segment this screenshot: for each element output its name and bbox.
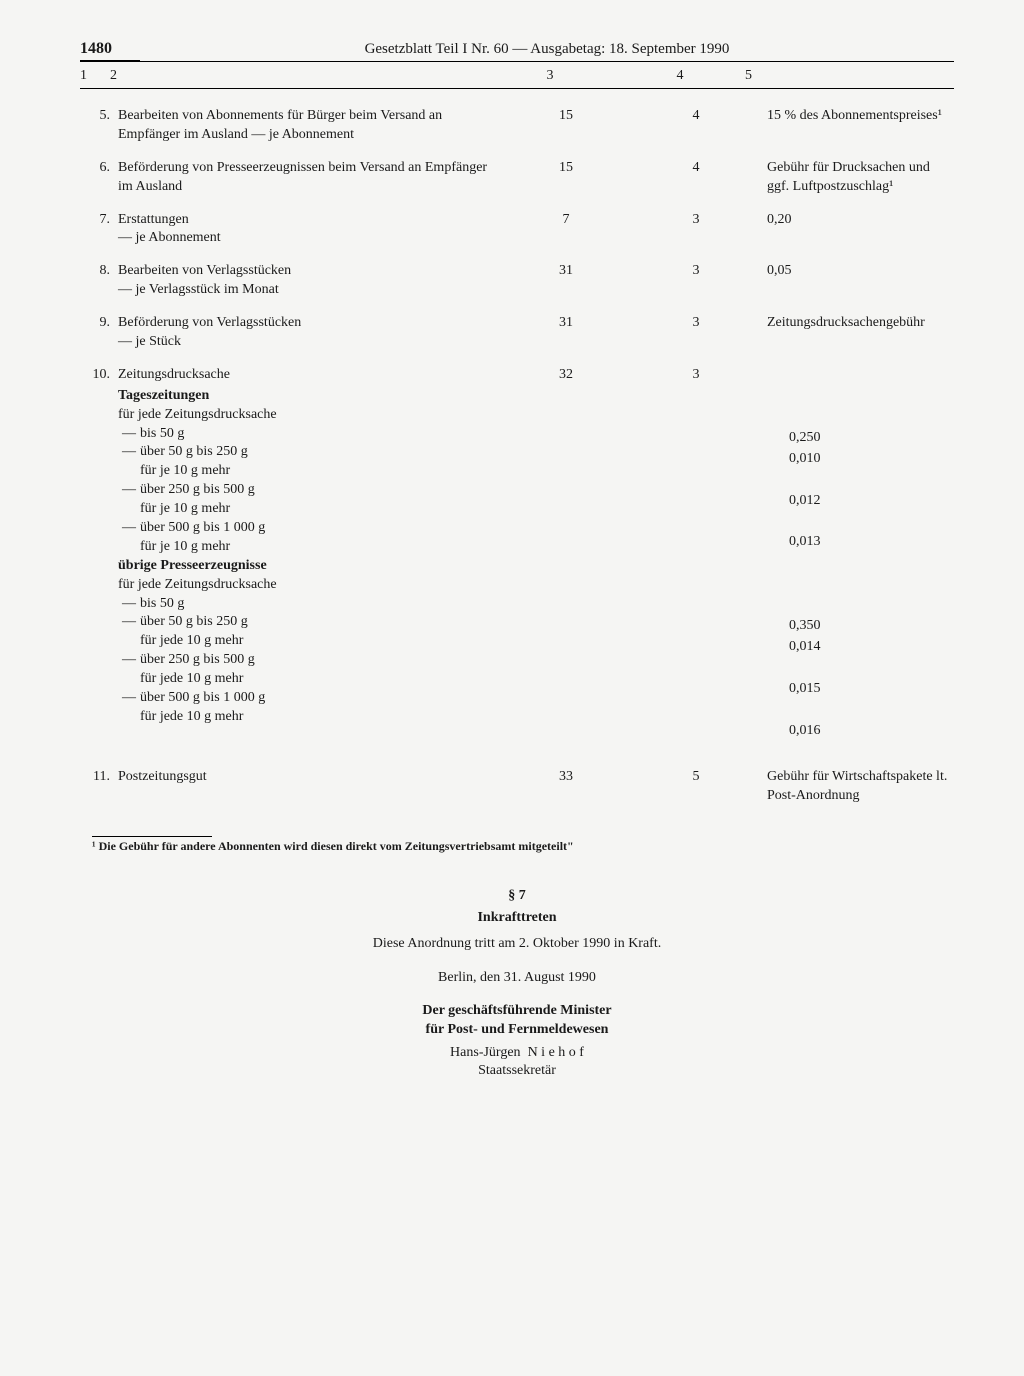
row-number: 11. — [80, 768, 118, 806]
row-number: 6. — [80, 159, 118, 197]
signer-role: Staatssekretär — [80, 1063, 954, 1079]
weight-note: für jede 10 g mehr — [140, 670, 523, 689]
group-head: Tageszeitungen — [118, 387, 523, 406]
row-col3: 32 — [501, 366, 631, 385]
price-value: 0,014 — [789, 638, 954, 657]
row-col4: 5 — [631, 768, 761, 806]
row-number: 9. — [80, 314, 118, 352]
weight-range: über 500 g bis 1 000 g — [140, 519, 523, 538]
price-value: 0,015 — [789, 680, 954, 699]
section-7: § 7 Inkrafttreten Diese Anordnung tritt … — [80, 888, 954, 1080]
table-row: 5.Bearbeiten von Abonnements für Bürger … — [80, 107, 954, 145]
enactment-text: Diese Anordnung tritt am 2. Oktober 1990… — [80, 936, 954, 952]
table-row: 8.Bearbeiten von Verlagsstücken— je Verl… — [80, 262, 954, 300]
minister-line1: Der geschäftsführende Minister — [422, 1003, 611, 1018]
row-col5: Zeitungsdrucksachen­gebühr — [761, 314, 954, 352]
row-col5: 0,20 — [761, 211, 954, 249]
table-row: 9.Beförderung von Verlagsstücken— je Stü… — [80, 314, 954, 352]
weight-range: über 250 g bis 500 g — [140, 481, 523, 500]
row-desc: Zeitungsdrucksache — [118, 366, 501, 385]
weight-range: über 250 g bis 500 g — [140, 651, 523, 670]
minister-title: Der geschäftsführende Minister für Post-… — [80, 1002, 954, 1040]
row-col5 — [761, 366, 954, 385]
row-desc: Bearbeiten von Verlagsstücken— je Verlag… — [118, 262, 501, 300]
weight-note: für je 10 g mehr — [140, 500, 523, 519]
row-col3: 31 — [501, 314, 631, 352]
document-page: 1480 Gesetzblatt Teil I Nr. 60 — Ausgabe… — [0, 0, 1024, 1376]
row-desc: Postzeitungsgut — [118, 768, 501, 806]
row-col4: 3 — [631, 262, 761, 300]
row-desc: Beförderung von Presseerzeugnissen beim … — [118, 159, 501, 197]
row-col4: 3 — [631, 211, 761, 249]
price-value: 0,250 — [789, 429, 954, 448]
row-col3: 15 — [501, 159, 631, 197]
col-head-3: 3 — [485, 68, 615, 84]
weight-note: für jede 10 g mehr — [140, 632, 523, 651]
price-value: 0,016 — [789, 722, 954, 741]
row-desc: Bearbeiten von Abonnements für Bürger be… — [118, 107, 501, 145]
row-col3: 15 — [501, 107, 631, 145]
row-col3: 7 — [501, 211, 631, 249]
row-desc: Beförderung von Verlagsstücken— je Stück — [118, 314, 501, 352]
row-col5: Gebühr für Wirtschafts­pakete lt. Post-A… — [761, 768, 954, 806]
row-number: 10. — [80, 366, 118, 385]
header-title: Gesetzblatt Teil I Nr. 60 — Ausgabetag: … — [140, 41, 954, 58]
table-row: 6.Beförderung von Presseerzeugnissen bei… — [80, 159, 954, 197]
table-body: 5.Bearbeiten von Abonnements für Bürger … — [80, 107, 954, 806]
weight-note: für jede 10 g mehr — [140, 708, 523, 727]
row-col3: 31 — [501, 262, 631, 300]
section-para: § 7 — [80, 888, 954, 904]
price-value: 0,013 — [789, 533, 954, 552]
weight-range: über 500 g bis 1 000 g — [140, 689, 523, 708]
row-number: 5. — [80, 107, 118, 145]
row-col3: 33 — [501, 768, 631, 806]
weight-range: bis 50 g — [140, 425, 523, 444]
row-col4: 3 — [631, 314, 761, 352]
row-number: 7. — [80, 211, 118, 249]
group-sub: für jede Zeitungsdrucksache — [118, 406, 523, 425]
price-value: 0,012 — [789, 492, 954, 511]
row-desc: Erstattungen— je Abonnement — [118, 211, 501, 249]
row-number: 8. — [80, 262, 118, 300]
group-sub: für jede Zeitungsdrucksache — [118, 576, 523, 595]
running-header: 1480 Gesetzblatt Teil I Nr. 60 — Ausgabe… — [80, 40, 954, 62]
row-col5: Gebühr für Drucksachen und ggf. Luftpost… — [761, 159, 954, 197]
signer-name: Hans-Jürgen N i e h o f — [80, 1045, 954, 1061]
footnote-rule — [92, 836, 212, 837]
table-row: 11. Postzeitungsgut 33 5 Gebühr für Wirt… — [80, 768, 954, 806]
weight-range: über 50 g bis 250 g — [140, 443, 523, 462]
table-row: 10. Zeitungsdrucksache 32 3 — [80, 366, 954, 385]
group-head: übrige Presseerzeugnisse — [118, 557, 523, 576]
signing-date: Berlin, den 31. August 1990 — [80, 970, 954, 986]
weight-note: für je 10 g mehr — [140, 462, 523, 481]
row-col4: 4 — [631, 107, 761, 145]
col-head-5: 5 — [745, 68, 954, 84]
row-col4: 3 — [631, 366, 761, 385]
weight-note: für je 10 g mehr — [140, 538, 523, 557]
row-col5: 15 % des Abonnements­preises¹ — [761, 107, 954, 145]
col-head-4: 4 — [615, 68, 745, 84]
row-col5: 0,05 — [761, 262, 954, 300]
footnote: ¹ Die Gebühr für andere Abonnenten wird … — [92, 839, 954, 854]
col-head-2: 2 — [110, 68, 485, 84]
col-head-1: 1 — [80, 68, 110, 84]
column-headers: 1 2 3 4 5 — [80, 62, 954, 89]
row10-detail: Tageszeitungenfür jede Zeitungsdrucksach… — [80, 387, 954, 764]
weight-range: über 50 g bis 250 g — [140, 613, 523, 632]
minister-line2: für Post- und Fernmeldewesen — [426, 1022, 609, 1037]
price-value: 0,350 — [789, 617, 954, 636]
row-col4: 4 — [631, 159, 761, 197]
table-row: 7.Erstattungen— je Abonnement730,20 — [80, 211, 954, 249]
weight-range: bis 50 g — [140, 595, 523, 614]
page-number: 1480 — [80, 40, 140, 62]
section-title: Inkrafttreten — [80, 910, 954, 926]
price-value: 0,010 — [789, 450, 954, 469]
